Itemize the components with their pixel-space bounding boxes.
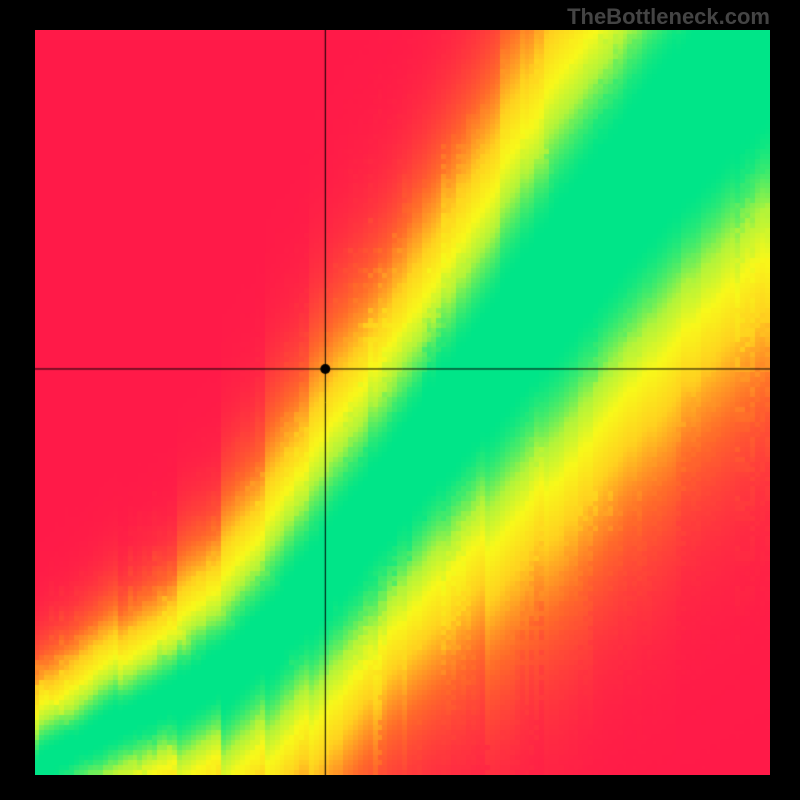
heatmap-canvas bbox=[35, 30, 770, 775]
chart-container: TheBottleneck.com bbox=[0, 0, 800, 800]
attribution-text: TheBottleneck.com bbox=[567, 4, 770, 30]
